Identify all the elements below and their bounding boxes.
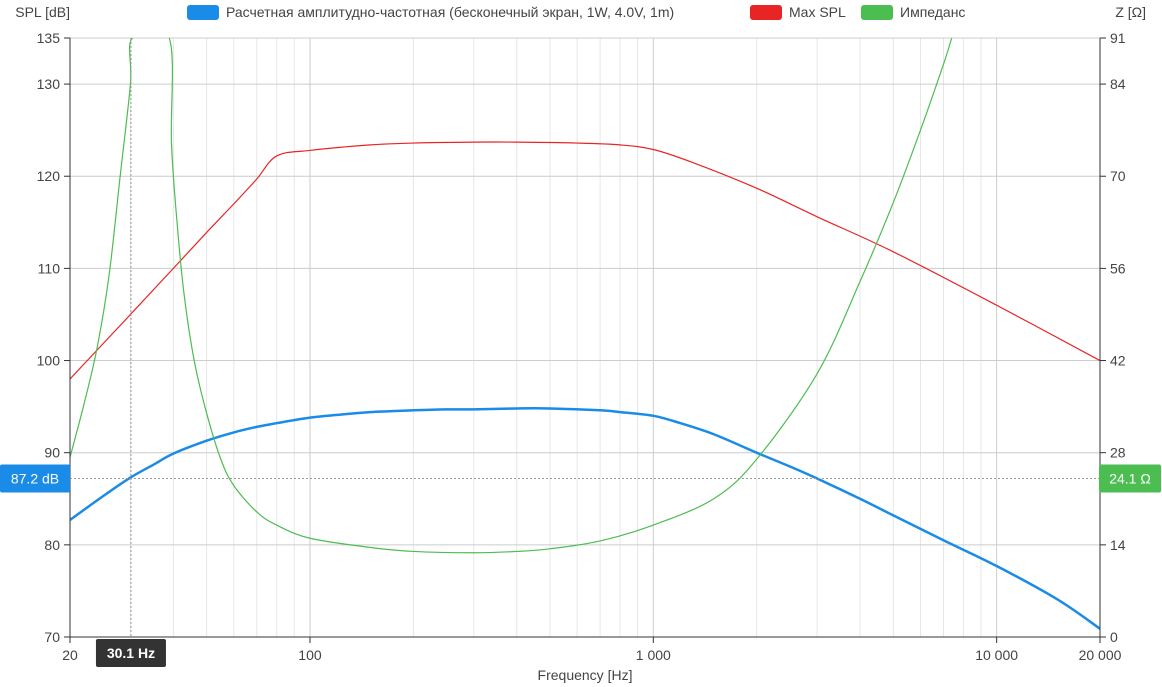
legend-item-frequency-response[interactable]: Расчетная амплитудно-частотная (бесконеч… bbox=[187, 4, 674, 20]
y-left-tick-label: 110 bbox=[38, 260, 61, 276]
y-right-tick-label: 28 bbox=[1110, 445, 1126, 461]
series-layer bbox=[70, 38, 1100, 630]
frequency-response-line bbox=[70, 407, 1100, 630]
x-tick-label: 20 bbox=[62, 647, 78, 663]
max-spl-line bbox=[70, 141, 1100, 380]
right-axis-title: Z [Ω] bbox=[1115, 4, 1146, 20]
legend-swatch-frequency-response bbox=[187, 5, 219, 20]
tick-labels: 20 100 1 000 10 000 20 000 70 80 90 100 110 120 130… bbox=[37, 30, 1126, 663]
cursor-spl-badge bbox=[0, 464, 70, 493]
x-tick-label: 20 000 bbox=[1079, 647, 1122, 663]
minor-grid bbox=[69, 38, 1101, 637]
legend-label-frequency-response: Расчетная амплитудно-частотная (бесконеч… bbox=[226, 4, 674, 20]
x-tick-label: 1 000 bbox=[636, 647, 671, 663]
legend-item-max-spl[interactable]: Max SPL bbox=[750, 4, 846, 20]
legend-label-max-spl: Max SPL bbox=[789, 4, 846, 20]
y-right-tick-label: 0 bbox=[1110, 629, 1118, 645]
y-left-tick-label: 130 bbox=[37, 76, 61, 92]
cursor-frequency-label: 30.1 Hz bbox=[107, 645, 155, 661]
cursor-frequency-badge bbox=[95, 639, 166, 667]
y-right-tick-label: 14 bbox=[1110, 537, 1126, 553]
cursor-spl-label: 87.2 dB bbox=[11, 470, 59, 486]
crosshair-cursor[interactable]: 30.1 Hz 87.2 dB 24.1 Ω bbox=[0, 38, 1161, 667]
legend-swatch-max-spl bbox=[750, 5, 782, 20]
y-left-tick-label: 100 bbox=[37, 353, 61, 369]
cursor-impedance-label: 24.1 Ω bbox=[1109, 470, 1151, 486]
left-axis-title: SPL [dB] bbox=[15, 4, 70, 20]
y-right-tick-label: 56 bbox=[1110, 260, 1126, 276]
y-left-tick-label: 135 bbox=[37, 30, 61, 46]
y-left-tick-label: 70 bbox=[44, 629, 60, 645]
y-right-tick-label: 70 bbox=[1110, 168, 1126, 184]
y-right-tick-label: 84 bbox=[1110, 76, 1126, 92]
legend-item-impedance[interactable]: Импеданс bbox=[861, 4, 965, 20]
y-right-tick-label: 42 bbox=[1110, 353, 1126, 369]
y-left-tick-label: 90 bbox=[44, 445, 60, 461]
y-left-tick-label: 80 bbox=[44, 537, 60, 553]
impedance-line bbox=[70, 38, 953, 554]
x-tick-label: 100 bbox=[298, 647, 322, 663]
x-axis-title: Frequency [Hz] bbox=[538, 667, 633, 683]
y-right-tick-label: 91 bbox=[1110, 30, 1126, 46]
axes bbox=[69, 38, 1101, 638]
y-left-tick-label: 120 bbox=[37, 168, 61, 184]
legend-label-impedance: Импеданс bbox=[900, 4, 965, 20]
cursor-impedance-badge bbox=[1099, 464, 1161, 493]
legend-swatch-impedance bbox=[861, 5, 893, 20]
x-tick-label: 10 000 bbox=[975, 647, 1018, 663]
major-grid bbox=[70, 37, 1100, 637]
legend: Расчетная амплитудно-частотная (бесконеч… bbox=[187, 4, 965, 20]
